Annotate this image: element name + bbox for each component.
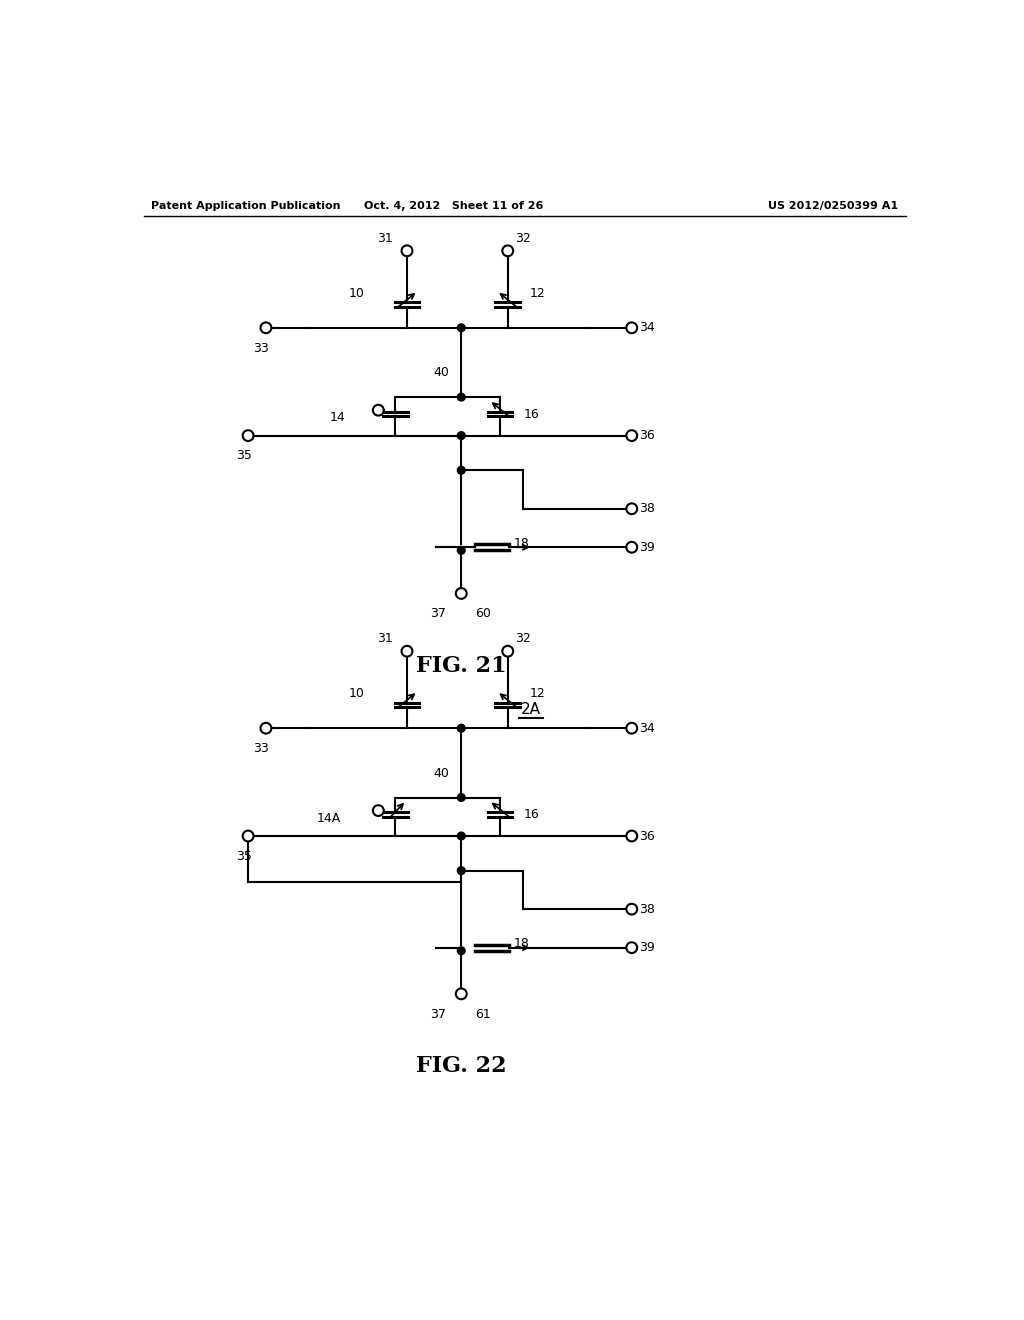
Text: FIG. 21: FIG. 21 — [416, 655, 507, 677]
Circle shape — [627, 942, 637, 953]
Text: 35: 35 — [237, 449, 252, 462]
Text: 38: 38 — [640, 903, 655, 916]
Text: 36: 36 — [640, 829, 655, 842]
Circle shape — [260, 723, 271, 734]
Text: 35: 35 — [237, 850, 252, 863]
Text: 37: 37 — [430, 1007, 445, 1020]
Text: Oct. 4, 2012   Sheet 11 of 26: Oct. 4, 2012 Sheet 11 of 26 — [364, 201, 543, 211]
Circle shape — [627, 904, 637, 915]
Text: 39: 39 — [640, 941, 655, 954]
Circle shape — [401, 246, 413, 256]
Circle shape — [458, 432, 465, 440]
Text: 31: 31 — [377, 632, 393, 645]
Circle shape — [458, 393, 465, 401]
Circle shape — [503, 645, 513, 656]
Text: 33: 33 — [253, 742, 269, 755]
Circle shape — [260, 322, 271, 333]
Circle shape — [458, 946, 465, 954]
Circle shape — [373, 805, 384, 816]
Text: 12: 12 — [529, 286, 545, 300]
Circle shape — [627, 503, 637, 513]
Text: 39: 39 — [640, 541, 655, 554]
Text: 10: 10 — [348, 286, 365, 300]
Text: 61: 61 — [475, 1007, 490, 1020]
Text: 31: 31 — [377, 231, 393, 244]
Circle shape — [458, 832, 465, 840]
Text: 18: 18 — [514, 537, 529, 550]
Circle shape — [458, 793, 465, 801]
Circle shape — [458, 725, 465, 733]
Circle shape — [627, 830, 637, 841]
Circle shape — [458, 323, 465, 331]
Circle shape — [243, 830, 254, 841]
Text: 40: 40 — [434, 767, 450, 780]
Text: 32: 32 — [515, 632, 531, 645]
Circle shape — [627, 723, 637, 734]
Circle shape — [456, 989, 467, 999]
Text: 12: 12 — [529, 686, 545, 700]
Text: 38: 38 — [640, 502, 655, 515]
Text: 60: 60 — [475, 607, 492, 620]
Circle shape — [456, 589, 467, 599]
Text: Patent Application Publication: Patent Application Publication — [152, 201, 341, 211]
Circle shape — [458, 546, 465, 554]
Text: 14: 14 — [330, 412, 345, 425]
Text: 14A: 14A — [316, 812, 341, 825]
Text: 40: 40 — [434, 367, 450, 379]
Circle shape — [627, 541, 637, 553]
Circle shape — [401, 645, 413, 656]
Text: FIG. 22: FIG. 22 — [416, 1056, 507, 1077]
Circle shape — [458, 867, 465, 874]
Circle shape — [458, 466, 465, 474]
Text: 18: 18 — [514, 937, 529, 950]
Text: 33: 33 — [253, 342, 269, 355]
Text: 34: 34 — [640, 321, 655, 334]
Text: 2A: 2A — [521, 702, 541, 717]
Text: 36: 36 — [640, 429, 655, 442]
Text: 16: 16 — [523, 408, 539, 421]
Text: 10: 10 — [348, 686, 365, 700]
Circle shape — [627, 430, 637, 441]
Text: 37: 37 — [430, 607, 445, 620]
Text: 34: 34 — [640, 722, 655, 735]
Circle shape — [627, 322, 637, 333]
Circle shape — [373, 405, 384, 416]
Text: 32: 32 — [515, 231, 531, 244]
Circle shape — [243, 430, 254, 441]
Text: US 2012/0250399 A1: US 2012/0250399 A1 — [768, 201, 898, 211]
Circle shape — [503, 246, 513, 256]
Text: 16: 16 — [523, 808, 539, 821]
